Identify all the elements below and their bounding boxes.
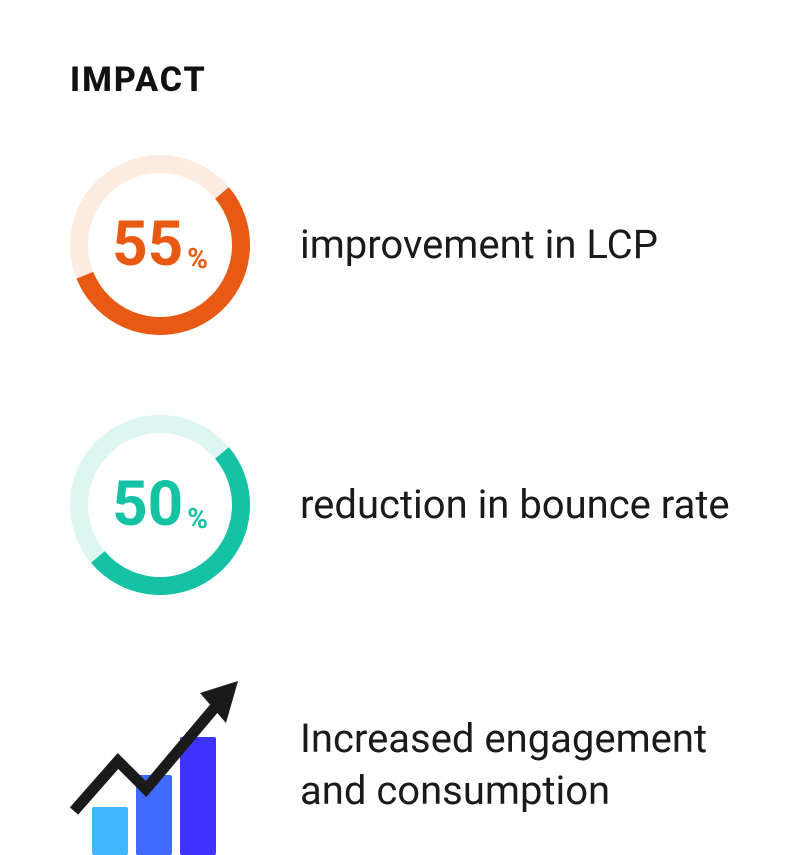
metric-description: improvement in LCP xyxy=(300,219,658,271)
metric-row: 55 % improvement in LCP xyxy=(70,155,740,335)
metric-unit: % xyxy=(187,245,208,273)
impact-rows: 55 % improvement in LCP 50 % reduction i… xyxy=(70,155,740,855)
engagement-row: Increased engagement and consumption xyxy=(70,675,740,855)
progress-ring: 55 % xyxy=(70,155,250,335)
bar-chart-icon xyxy=(70,675,250,855)
metric-value: 55 xyxy=(112,214,183,276)
metric-unit: % xyxy=(187,505,208,533)
progress-ring: 50 % xyxy=(70,415,250,595)
metric-description: reduction in bounce rate xyxy=(300,479,730,531)
metric-row: 50 % reduction in bounce rate xyxy=(70,415,740,595)
engagement-description: Increased engagement and consumption xyxy=(300,713,740,817)
metric-value: 50 xyxy=(112,474,183,536)
trend-arrow-icon xyxy=(70,675,250,855)
section-heading: IMPACT xyxy=(70,60,740,100)
